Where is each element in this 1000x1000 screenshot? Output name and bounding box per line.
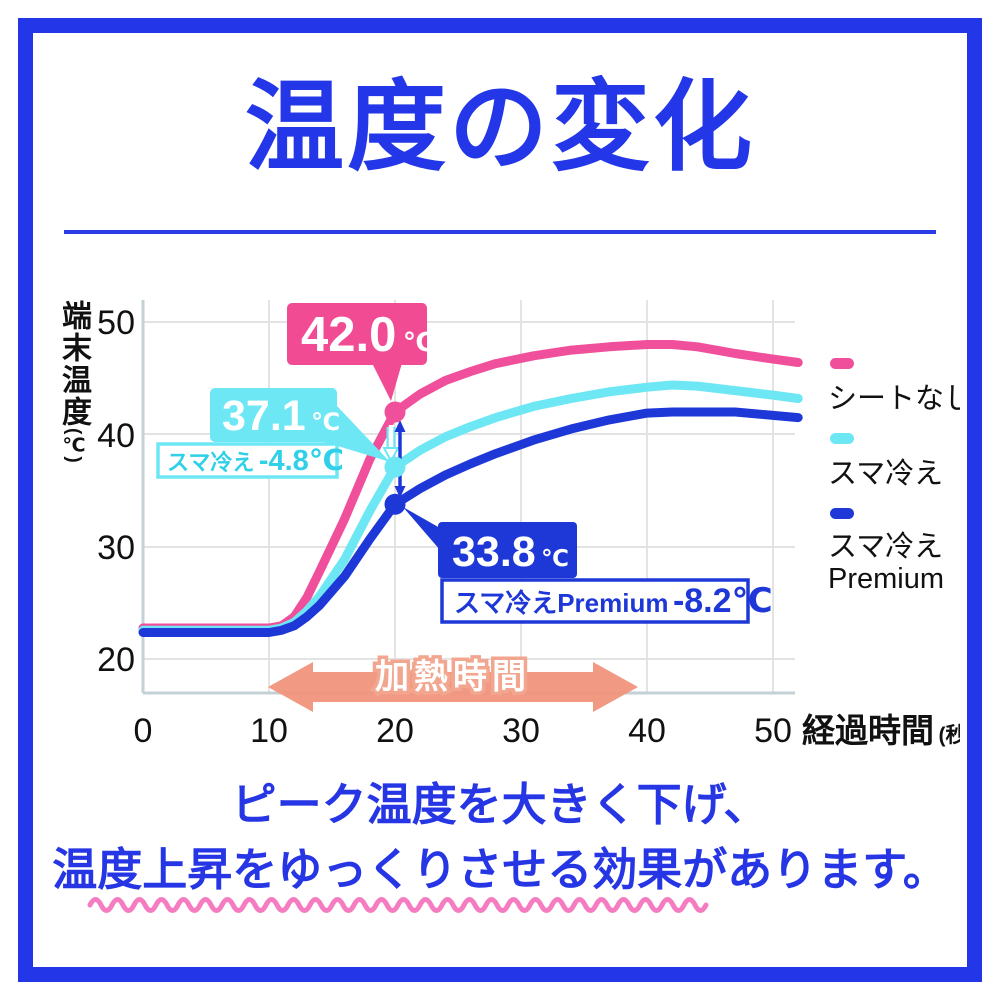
x-tick-30: 30 <box>502 712 540 750</box>
callout-pink-unit: ℃ <box>403 327 434 357</box>
note-cyan-label: スマ冷え <box>167 450 254 475</box>
legend-label-suma-hie: スマ冷え <box>828 457 943 490</box>
x-axis-title-text: 経過時間 <box>802 712 934 749</box>
y-tick-20: 20 <box>97 641 135 679</box>
legend-swatch-blue <box>830 508 854 519</box>
temperature-chart: 加熱時間 42.0 ℃ 37.1 ℃ スマ <box>97 300 960 750</box>
y-tick-30: 30 <box>97 529 135 567</box>
callout-cyan: 37.1 ℃ <box>210 388 390 462</box>
callout-cyan-unit: ℃ <box>311 409 340 436</box>
footer-text: ピーク温度を大きく下げ、 温度上昇をゆっくりさせる効果があります。 <box>0 772 1000 903</box>
svg-text:42.0 ℃: 42.0 ℃ <box>301 308 434 362</box>
point-33-8 <box>384 493 406 515</box>
title-divider <box>64 230 936 234</box>
legend: シートなし スマ冷え スマ冷え Premium <box>828 358 960 595</box>
note-blue: スマ冷えPremium -8.2℃ <box>440 578 773 624</box>
page-title: 温度の変化 <box>245 71 755 182</box>
x-tick-10: 10 <box>250 712 288 750</box>
y-tick-50: 50 <box>97 304 135 342</box>
point-42-0 <box>384 401 406 423</box>
legend-swatch-pink <box>830 358 854 369</box>
heating-time-arrow <box>268 662 638 712</box>
x-tick-50: 50 <box>754 712 792 750</box>
footer-line1: ピーク温度を大きく下げ、 <box>231 779 769 830</box>
svg-text:33.8 ℃: 33.8 ℃ <box>452 528 569 576</box>
x-axis-unit: (秒) <box>938 723 960 747</box>
y-axis-title: 端末温度(℃) <box>57 300 90 520</box>
x-tick-20: 20 <box>376 712 414 750</box>
y-axis-title-text: 端末温度 <box>57 300 90 428</box>
x-tick-0: 0 <box>134 712 153 750</box>
y-tick-40: 40 <box>97 417 135 455</box>
x-tick-40: 40 <box>628 712 666 750</box>
x-axis-title: 経過時間 (秒) <box>802 712 960 749</box>
legend-label-premium-line1: スマ冷え <box>828 530 943 563</box>
diff-arrow-cyan <box>382 425 400 464</box>
callout-cyan-value: 37.1 <box>222 392 306 440</box>
note-cyan: スマ冷え -4.8℃ <box>156 442 344 479</box>
callout-blue: 33.8 ℃ <box>403 507 577 578</box>
svg-text:37.1 ℃: 37.1 ℃ <box>222 392 340 440</box>
footer-line2: 温度上昇をゆっくりさせる効果があります。 <box>52 844 948 896</box>
legend-label-premium-line2: Premium <box>828 563 944 595</box>
svg-text:スマ冷え -4.8℃: スマ冷え -4.8℃ <box>167 445 344 477</box>
callout-blue-unit: ℃ <box>541 545 569 571</box>
legend-swatch-cyan <box>830 433 854 444</box>
y-axis-unit: (℃) <box>63 428 84 463</box>
callout-pink: 42.0 ℃ <box>287 303 434 401</box>
note-cyan-value: -4.8℃ <box>259 445 344 477</box>
heating-time-label: 加熱時間 <box>375 658 531 696</box>
legend-label-sheet-nashi: シートなし <box>828 383 960 415</box>
wavy-underline <box>87 897 709 913</box>
y-tick-labels: 50 40 30 20 <box>97 304 135 679</box>
callout-pink-value: 42.0 <box>301 308 396 362</box>
x-tick-labels: 0 10 20 30 40 50 <box>134 712 792 750</box>
svg-text:スマ冷えPremium -8.2℃: スマ冷えPremium -8.2℃ <box>454 582 773 620</box>
note-blue-label: スマ冷えPremium <box>454 588 668 618</box>
callout-blue-value: 33.8 <box>452 528 536 576</box>
blue-border-frame <box>18 18 982 982</box>
note-blue-value: -8.2℃ <box>673 582 773 620</box>
line-suma-hie-premium <box>138 407 803 637</box>
